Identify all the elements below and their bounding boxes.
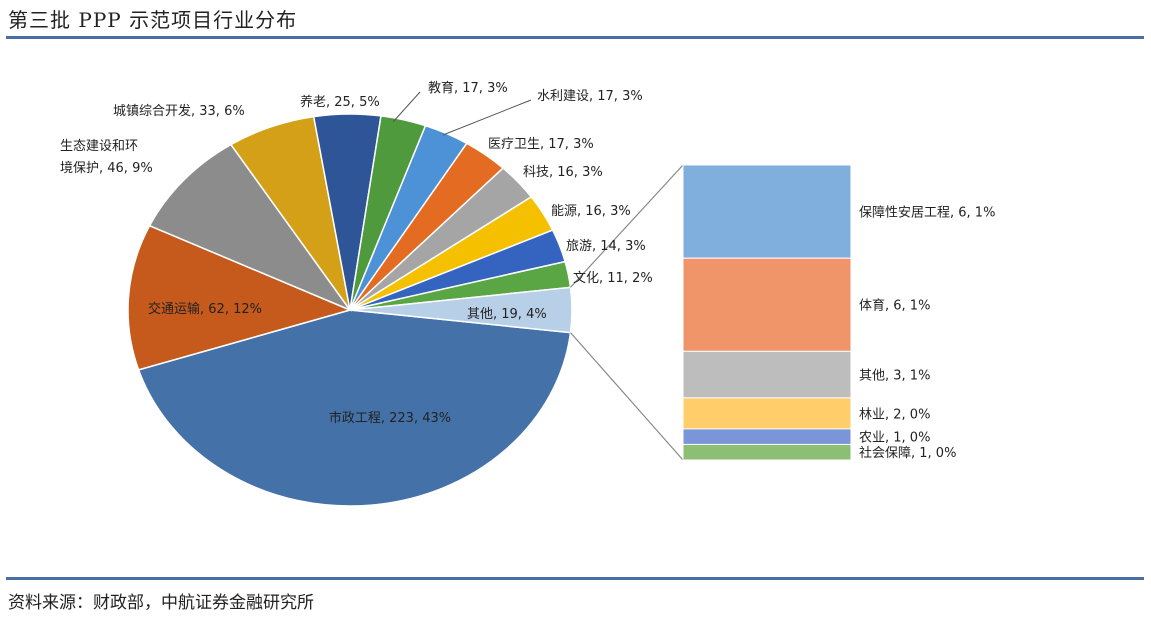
breakdown-label-2: 其他, 3, 1%: [859, 369, 930, 384]
leader-line-5: [392, 91, 421, 123]
breakdown-bar: 保障性安居工程, 6, 1% 体育, 6, 1% 其他, 3, 1% 林业, 2, 0…: [682, 164, 995, 461]
slice-label-3: 城镇综合开发, 33, 6%: [113, 103, 245, 119]
slice-label-9: 能源, 16, 3%: [551, 204, 631, 219]
breakdown-segment-3: [682, 397, 852, 430]
slice-label-11: 文化, 11, 2%: [573, 271, 653, 286]
slice-label-5: 教育, 17, 3%: [428, 80, 508, 96]
breakdown-segment-5: [682, 444, 852, 461]
connector-lines: [570, 164, 684, 461]
source-note: 资料来源：财政部，中航证券金融研究所: [8, 593, 314, 613]
slice-label-10: 旅游, 14, 3%: [566, 239, 646, 254]
pie-slice-1: [127, 224, 353, 371]
slice-label-6: 水利建设, 17, 3%: [537, 89, 643, 104]
slice-label-12: 其他, 19, 4%: [467, 307, 547, 322]
chart-title: 第三批 PPP 示范项目行业分布: [8, 8, 298, 32]
slice-label-4: 养老, 25, 5%: [300, 94, 380, 110]
breakdown-label-5: 社会保障, 1, 0%: [859, 445, 956, 461]
breakdown-segment-2: [682, 350, 852, 399]
pie-slice-0: [137, 309, 572, 507]
main-pie: [127, 113, 573, 507]
slice-label-0: 市政工程, 223, 43%: [329, 410, 451, 426]
slice-label-1: 交通运输, 62, 12%: [148, 301, 262, 317]
pie-slice-2: [148, 143, 353, 312]
breakdown-segment-1: [682, 257, 852, 352]
breakdown-segment-0: [682, 164, 852, 259]
pie-slice-12: [349, 286, 573, 334]
slice-label-8: 科技, 16, 3%: [523, 165, 603, 180]
slice-label-2-line1: 生态建设和环: [60, 139, 138, 154]
breakdown-label-3: 林业, 2, 0%: [859, 407, 930, 422]
slice-label-7: 医疗卫生, 17, 3%: [488, 137, 594, 152]
connector-bottom: [570, 332, 684, 461]
leader-line-6: [442, 99, 532, 136]
slice-label-2-line2: 境保护, 46, 9%: [60, 161, 153, 176]
breakdown-label-0: 保障性安居工程, 6, 1%: [859, 206, 995, 221]
breakdown-segment-4: [682, 428, 852, 445]
breakdown-label-4: 农业, 1, 0%: [859, 431, 930, 446]
bottom-divider: [6, 577, 1144, 580]
top-divider: [6, 36, 1144, 39]
breakdown-label-1: 体育, 6, 1%: [859, 298, 930, 314]
connector-top: [570, 164, 684, 288]
